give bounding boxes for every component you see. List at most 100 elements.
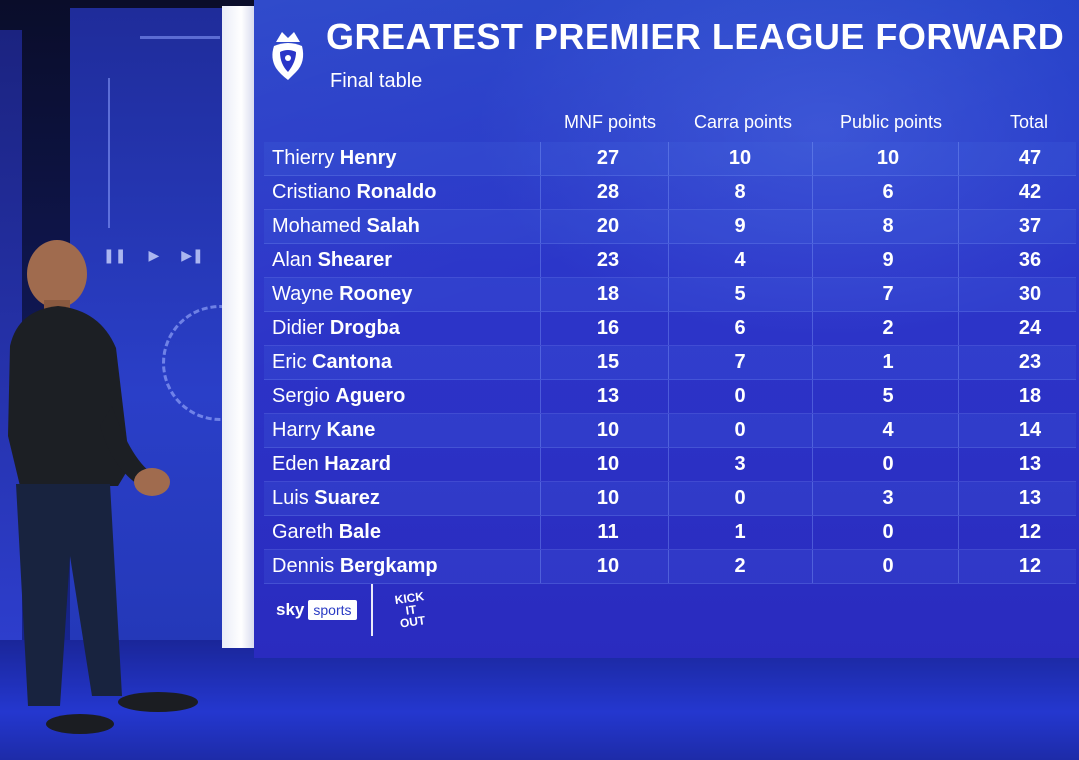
player-first-name: Mohamed — [272, 215, 361, 237]
column-separator — [668, 142, 669, 175]
table-row: Dennis Bergkamp 10 2 0 12 — [264, 550, 1076, 584]
column-separator — [540, 142, 541, 175]
carra-points-cell: 6 — [734, 317, 746, 339]
player-last-name: Bergkamp — [339, 555, 438, 577]
column-separator — [668, 482, 669, 515]
total-points-cell: 42 — [1018, 181, 1042, 203]
column-separator — [958, 346, 959, 379]
total-points-cell: 13 — [1018, 487, 1042, 509]
column-separator — [958, 516, 959, 549]
player-last-name: Aguero — [335, 385, 406, 407]
column-header-mnf: MNF points — [564, 112, 657, 132]
mnf-points-cell: 15 — [596, 351, 620, 373]
screen-sheen — [474, 0, 1079, 340]
player-last-name: Bale — [338, 521, 381, 543]
mnf-points-cell: 10 — [596, 555, 620, 577]
column-separator — [812, 278, 813, 311]
player-first-name: Wayne — [272, 283, 334, 305]
footer-divider — [370, 584, 373, 636]
total-points-cell: 30 — [1018, 283, 1042, 305]
total-points-cell: 14 — [1018, 419, 1042, 441]
column-separator — [540, 278, 541, 311]
column-separator — [958, 482, 959, 515]
carra-points-cell: 0 — [734, 385, 746, 407]
player-name: Sergio Aguero — [272, 380, 405, 413]
player-name: Alan Shearer — [272, 244, 392, 277]
carra-points-cell: 7 — [734, 351, 746, 373]
column-separator — [668, 210, 669, 243]
column-separator — [668, 346, 669, 379]
table-row: Gareth Bale 11 1 0 12 — [264, 516, 1076, 550]
total-points-cell: 47 — [1018, 147, 1042, 169]
player-first-name: Alan — [272, 249, 313, 271]
table-row: Eden Hazard 10 3 0 13 — [264, 448, 1076, 482]
column-separator — [668, 448, 669, 481]
mnf-points-cell: 28 — [596, 181, 620, 203]
player-last-name: Henry — [339, 147, 397, 169]
column-separator — [812, 516, 813, 549]
total-points-cell: 24 — [1018, 317, 1042, 339]
total-points-cell: 36 — [1018, 249, 1042, 271]
carra-points-cell: 1 — [734, 521, 746, 543]
mnf-points-cell: 23 — [596, 249, 620, 271]
column-separator — [668, 176, 669, 209]
mnf-points-cell: 13 — [596, 385, 620, 407]
player-name: Wayne Rooney — [272, 278, 412, 311]
public-points-cell: 4 — [882, 419, 894, 441]
mnf-points-cell: 10 — [596, 487, 620, 509]
mnf-points-cell: 11 — [597, 521, 619, 543]
column-header-total: Total — [1010, 112, 1049, 132]
table-row: Cristiano Ronaldo 28 8 6 42 — [264, 176, 1076, 210]
player-name: Harry Kane — [272, 414, 375, 447]
carra-points-cell: 0 — [734, 487, 746, 509]
total-points-cell: 18 — [1018, 385, 1042, 407]
column-separator — [668, 380, 669, 413]
column-separator — [668, 244, 669, 277]
public-points-cell: 8 — [882, 215, 894, 237]
total-points-cell: 13 — [1018, 453, 1042, 475]
page-subtitle: Final table — [330, 70, 423, 92]
carra-points-cell: 9 — [734, 215, 746, 237]
column-separator — [812, 312, 813, 345]
player-name: Mohamed Salah — [272, 210, 420, 243]
mnf-points-cell: 16 — [596, 317, 620, 339]
carra-points-cell: 2 — [734, 555, 746, 577]
column-separator — [540, 482, 541, 515]
table-row: Eric Cantona 15 7 1 23 — [264, 346, 1076, 380]
player-last-name: Kane — [326, 419, 376, 441]
panel-line — [108, 78, 110, 228]
carra-points-cell: 3 — [734, 453, 746, 475]
player-name: Thierry Henry — [272, 142, 397, 175]
public-points-cell: 0 — [882, 521, 894, 543]
player-last-name: Hazard — [324, 453, 391, 475]
column-header-public: Public points — [840, 112, 943, 132]
pause-icon: ❚❚ — [103, 248, 127, 264]
carra-points-cell: 5 — [734, 283, 746, 305]
table-row: Mohamed Salah 20 9 8 37 — [264, 210, 1076, 244]
player-name: Dennis Bergkamp — [272, 550, 438, 583]
public-points-cell: 6 — [882, 181, 894, 203]
public-points-cell: 0 — [882, 453, 894, 475]
column-separator — [958, 312, 959, 345]
table-row: Luis Suarez 10 0 3 13 — [264, 482, 1076, 516]
public-points-cell: 10 — [876, 147, 900, 169]
studio-controls: ❚❚ ▶ ▶❚ — [103, 248, 204, 264]
sky-sports-logo: sky sports — [276, 600, 357, 620]
column-separator — [540, 448, 541, 481]
column-separator — [668, 550, 669, 583]
carra-points-cell: 4 — [734, 249, 746, 271]
column-separator — [812, 414, 813, 447]
player-first-name: Gareth — [272, 521, 334, 543]
total-points-cell: 37 — [1018, 215, 1042, 237]
table-row: Thierry Henry 27 10 10 47 — [264, 142, 1076, 176]
player-first-name: Cristiano — [272, 181, 351, 203]
player-last-name: Drogba — [329, 317, 400, 339]
player-last-name: Rooney — [339, 283, 413, 305]
player-last-name: Suarez — [314, 487, 380, 509]
table-row: Harry Kane 10 0 4 14 — [264, 414, 1076, 448]
player-name: Eric Cantona — [272, 346, 392, 379]
public-points-cell: 2 — [882, 317, 894, 339]
column-separator — [812, 142, 813, 175]
player-last-name: Ronaldo — [356, 181, 437, 203]
mnf-points-cell: 10 — [596, 419, 620, 441]
